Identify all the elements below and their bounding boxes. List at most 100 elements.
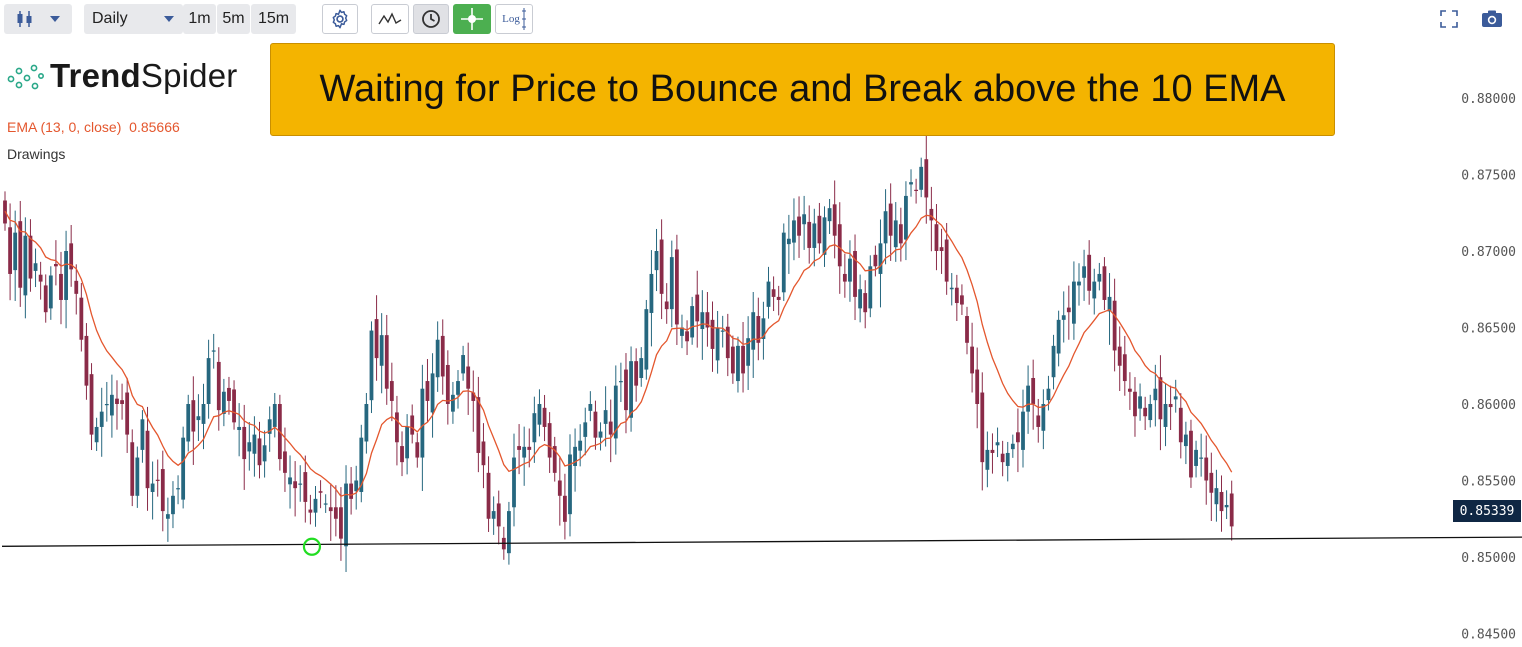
candle-body	[914, 189, 919, 191]
fullscreen-button[interactable]	[1436, 4, 1462, 34]
clock-button[interactable]	[413, 4, 449, 34]
candle-body	[776, 296, 781, 300]
candle-body	[965, 316, 969, 343]
candle	[395, 395, 399, 466]
candle	[1005, 441, 1010, 482]
candle-body	[593, 411, 598, 438]
candle-body	[1143, 407, 1148, 417]
candle	[853, 234, 857, 321]
candle	[130, 429, 135, 507]
candle-body	[1041, 404, 1046, 431]
candle-body	[384, 335, 389, 389]
candle-body	[364, 404, 369, 442]
candle	[1077, 263, 1081, 306]
candles-layer	[3, 135, 1234, 572]
candle-body	[247, 442, 252, 452]
candle-body	[919, 166, 924, 190]
candle	[680, 314, 684, 349]
ema-legend[interactable]: EMA (13, 0, close) 0.85666	[7, 119, 180, 135]
candle	[364, 392, 369, 454]
candle	[954, 274, 959, 322]
timeframe-select[interactable]: Daily	[84, 4, 183, 34]
candle-body	[700, 312, 705, 330]
timeframe-5m-button[interactable]: 5m	[217, 4, 250, 34]
crosshair-button[interactable]	[453, 4, 491, 34]
candle	[603, 386, 608, 447]
candle-body	[318, 491, 323, 493]
candle-body	[303, 472, 308, 502]
candle	[369, 321, 374, 414]
candle-body	[960, 295, 964, 305]
log-scale-button[interactable]: Log	[495, 4, 533, 34]
candle	[109, 374, 114, 438]
drawings-legend[interactable]: Drawings	[7, 146, 66, 162]
logo-dots-icon	[7, 64, 44, 90]
candle-body	[425, 381, 430, 401]
settings-button[interactable]	[322, 4, 358, 34]
price-axis[interactable]: 0.88000 0.87500 0.87000 0.86500 0.86000 0.855…	[1461, 92, 1516, 643]
candle	[1122, 335, 1127, 396]
candle-body	[13, 232, 18, 271]
candle	[618, 362, 623, 403]
candle-body	[944, 239, 949, 282]
support-trendline[interactable]	[1, 536, 1522, 547]
candle	[74, 264, 79, 315]
candle-body	[832, 204, 837, 236]
candle	[1178, 393, 1183, 459]
candle-body	[970, 346, 974, 374]
candle-body	[842, 273, 847, 282]
candle	[909, 169, 913, 197]
screenshot-button[interactable]	[1478, 4, 1506, 34]
candle-body	[395, 412, 399, 443]
candle-body	[1066, 307, 1071, 313]
candle	[237, 403, 242, 457]
candle	[715, 310, 720, 374]
candle-body	[954, 287, 959, 304]
candle	[822, 206, 827, 267]
candle-body	[817, 215, 822, 244]
candle	[669, 240, 674, 328]
candle	[751, 292, 756, 378]
chart-type-button[interactable]	[4, 4, 72, 34]
candle	[797, 196, 801, 258]
candle	[1016, 408, 1020, 473]
candle-body	[420, 388, 425, 458]
candle	[349, 467, 354, 515]
candle	[196, 394, 201, 441]
candle	[995, 427, 1000, 458]
candle-body	[1224, 504, 1229, 508]
candle	[191, 376, 196, 465]
candle-body	[186, 404, 191, 442]
timeframe-15m-button[interactable]: 15m	[251, 4, 296, 34]
candle-body	[120, 400, 124, 404]
candle	[893, 202, 898, 262]
indicator-button[interactable]	[371, 4, 409, 34]
last-price-badge: 0.85339	[1453, 500, 1521, 522]
candle	[802, 195, 807, 250]
candle-body	[802, 214, 807, 225]
candle-body	[939, 247, 944, 251]
candle-body	[1097, 273, 1102, 282]
candle-body	[181, 437, 186, 500]
candle-body	[634, 361, 639, 386]
fullscreen-icon	[1440, 10, 1458, 28]
candle	[888, 183, 893, 261]
candle	[384, 314, 389, 405]
candle-body	[155, 479, 160, 481]
candle	[1112, 278, 1117, 372]
candle	[965, 306, 969, 355]
candle	[206, 339, 211, 419]
candle	[659, 219, 664, 320]
timeframe-1m-button[interactable]: 1m	[183, 4, 216, 34]
candle-body	[130, 442, 135, 496]
timeframe-value: Daily	[92, 10, 128, 27]
candle-body	[629, 361, 633, 418]
candle-body	[1036, 415, 1041, 427]
price-tick-label: 0.86500	[1461, 322, 1516, 337]
candle-body	[272, 404, 277, 427]
candle-body	[583, 422, 588, 437]
candle	[593, 400, 598, 450]
candle	[552, 436, 557, 482]
candle	[904, 181, 908, 261]
